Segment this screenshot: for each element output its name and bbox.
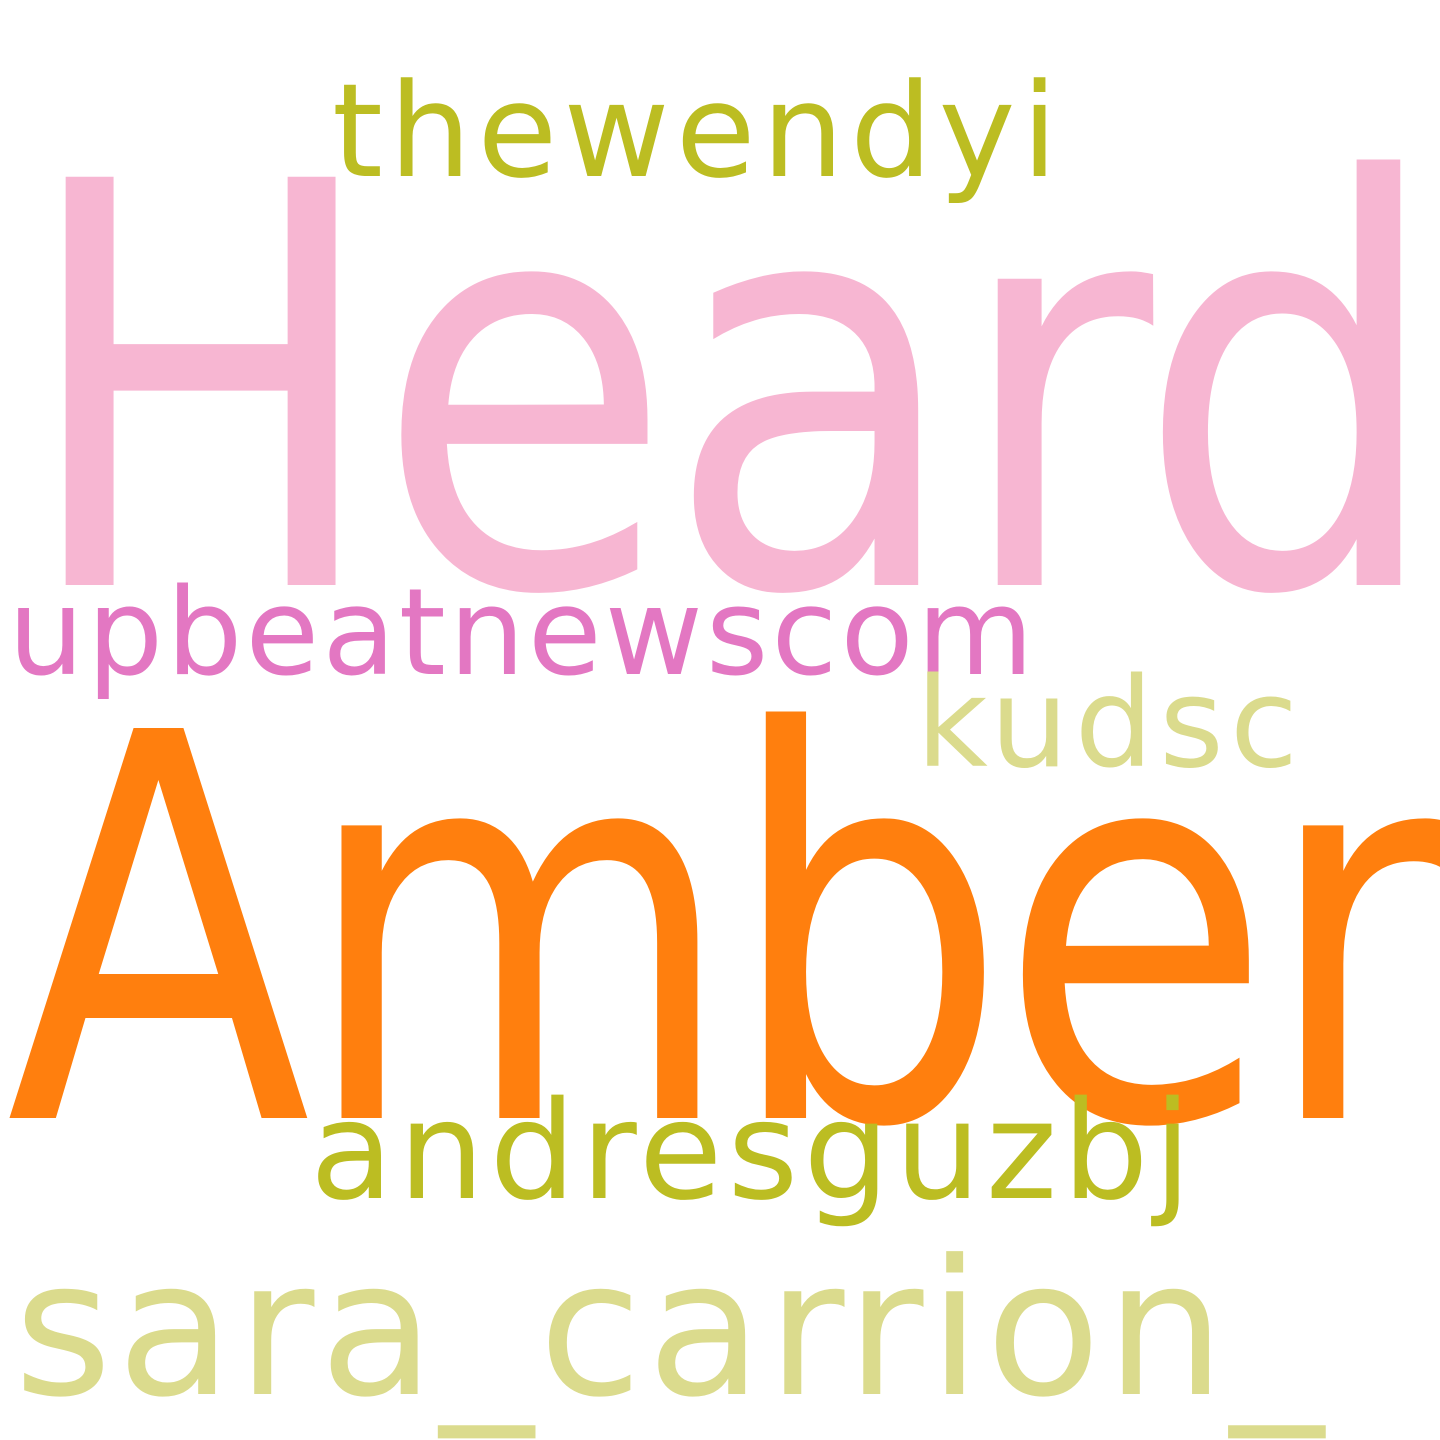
word-kudsc: kudsc [916,652,1305,796]
word-upbeatnewscom: upbeatnewscom [8,564,1037,703]
word-andresguzbj: andresguzbj [310,1073,1197,1231]
word-sara-carrion: sara_carrion_ [14,1220,1329,1439]
word-amber: Amber [6,622,1440,1245]
word-heard: Heard [18,66,1440,718]
word-thewendyi: thewendyi [332,55,1064,207]
